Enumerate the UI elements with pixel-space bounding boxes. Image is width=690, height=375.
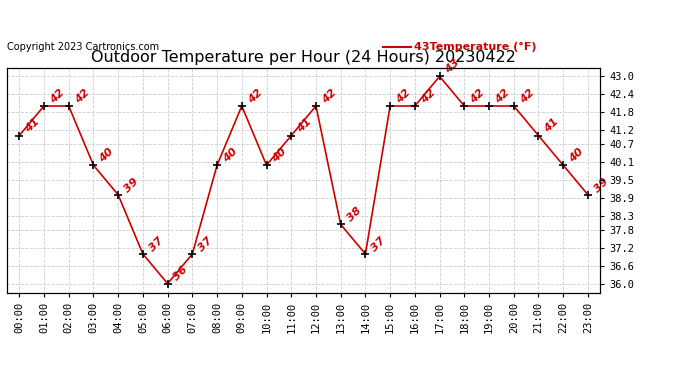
Text: 41: 41: [295, 117, 313, 135]
Text: 42: 42: [469, 87, 486, 105]
Text: Copyright 2023 Cartronics.com: Copyright 2023 Cartronics.com: [7, 42, 159, 52]
Text: 42: 42: [394, 87, 413, 105]
Title: Outdoor Temperature per Hour (24 Hours) 20230422: Outdoor Temperature per Hour (24 Hours) …: [91, 50, 516, 65]
Text: 39: 39: [592, 176, 610, 194]
Text: 42: 42: [246, 87, 264, 105]
Text: 41: 41: [23, 117, 41, 135]
Text: 41: 41: [542, 117, 561, 135]
Text: 37: 37: [147, 235, 165, 253]
Text: 38: 38: [345, 206, 363, 224]
Text: 42: 42: [493, 87, 511, 105]
Text: 42: 42: [48, 87, 66, 105]
Text: 40: 40: [97, 146, 116, 164]
Text: 42: 42: [73, 87, 91, 105]
Text: 42: 42: [518, 87, 536, 105]
Text: 43Temperature (°F): 43Temperature (°F): [414, 42, 537, 52]
Text: 40: 40: [270, 146, 288, 164]
Text: 39: 39: [122, 176, 140, 194]
Text: 40: 40: [567, 146, 585, 164]
Text: 43: 43: [444, 58, 462, 76]
Text: 42: 42: [419, 87, 437, 105]
Text: 36: 36: [172, 265, 190, 283]
Text: 42: 42: [320, 87, 338, 105]
Text: 37: 37: [370, 235, 388, 253]
Text: 40: 40: [221, 146, 239, 164]
Text: 37: 37: [197, 235, 215, 253]
